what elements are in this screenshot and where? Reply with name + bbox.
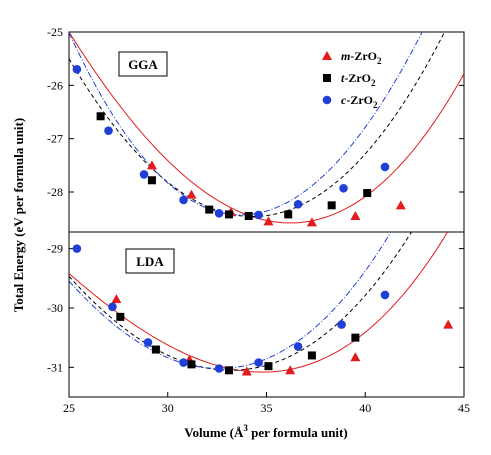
lda-point-circle (108, 302, 117, 312)
gga-point-circle (139, 170, 149, 179)
lda-point-square (351, 333, 360, 342)
gga-point-circle (380, 162, 390, 172)
gga-point-square (224, 210, 233, 219)
gga-point-square (147, 176, 156, 185)
lda-fit-circle (69, 232, 392, 370)
gga-point-circle (293, 199, 303, 209)
gga-point-circle (339, 183, 348, 193)
legend-marker-square (323, 74, 331, 82)
gga-point-triangle (306, 217, 317, 227)
gga-point-square (244, 212, 253, 220)
gga-point-square (284, 210, 293, 219)
lda-point-triangle (350, 352, 361, 362)
lda-point-circle (293, 342, 303, 351)
legend-label-prefix: m (341, 49, 350, 63)
lda-point-circle (143, 338, 153, 347)
gga-y-tick-label: -25 (47, 25, 63, 39)
lda-point-circle (72, 244, 82, 253)
legend-label-prefix: c (341, 93, 347, 107)
legend-marker-triangle (322, 51, 332, 60)
lda-x-tick-label: 45 (458, 401, 470, 415)
lda-x-tick-label: 35 (261, 401, 273, 415)
gga-point-circle (72, 65, 82, 74)
lda-point-square (307, 351, 316, 360)
gga-data-points (72, 65, 406, 227)
gga-y-tick-label: -27 (47, 132, 63, 146)
lda-point-circle (337, 320, 346, 329)
gga-point-triangle (395, 200, 406, 210)
gga-label-text: GGA (128, 57, 158, 72)
gga-point-triangle (146, 160, 157, 170)
lda-point-circle (254, 358, 263, 367)
lda-x-tick-label: 40 (359, 401, 371, 415)
lda-point-triangle (285, 365, 296, 375)
lda-axes: -29 -30 -31 25 30 35 40 45 (47, 242, 470, 415)
gga-fit-circle (69, 32, 423, 216)
legend-label-formula: -ZrO (350, 49, 377, 63)
gga-y-tick-label: -28 (47, 185, 63, 199)
lda-point-circle (214, 364, 224, 373)
x-axis-label: Volume (Å3 per formula unit) (184, 423, 347, 440)
gga-point-square (327, 201, 336, 210)
lda-point-square (264, 362, 273, 371)
lda-y-tick-label: -29 (47, 242, 63, 256)
legend-label-subscript: 2 (377, 56, 382, 66)
gga-fit-square (69, 32, 446, 217)
lda-x-tick-label: 25 (63, 401, 75, 415)
lda-fit-triangle (69, 232, 449, 373)
lda-data-points (72, 244, 454, 376)
lda-point-square (116, 312, 125, 321)
lda-panel-label: LDA (125, 248, 175, 274)
y-axis-label: Total Energy (eV per formula unit) (11, 118, 26, 312)
legend-label-formula: -ZrO (344, 71, 371, 85)
gga-point-triangle (350, 211, 361, 220)
gga-fit-curves (69, 32, 464, 224)
lda-point-triangle (111, 294, 122, 304)
legend-label-subscript: 2 (373, 100, 378, 110)
gga-point-circle (254, 210, 263, 220)
legend-label: t-ZrO2 (341, 71, 376, 88)
lda-x-tick-label: 30 (162, 401, 174, 415)
lda-y-tick-label: -31 (47, 360, 63, 374)
gga-point-square (363, 189, 372, 198)
gga-point-triangle (186, 189, 197, 199)
legend-label-prefix: t (341, 71, 345, 85)
lda-point-circle (380, 290, 390, 300)
lda-point-triangle (443, 319, 454, 329)
gga-y-tick-label: -26 (47, 78, 63, 92)
lda-point-square (151, 345, 160, 354)
lda-point-circle (179, 358, 188, 367)
gga-point-square (205, 205, 214, 214)
lda-point-square (187, 360, 196, 369)
lda-fit-curves (69, 232, 449, 373)
lda-point-triangle (241, 366, 252, 376)
gga-point-square (96, 112, 105, 121)
legend-label: c-ZrO2 (341, 93, 378, 110)
x-axis-label-sup: 3 (243, 423, 248, 433)
legend-label-formula: -ZrO (346, 93, 373, 107)
x-axis-label-main: Volume (Å (184, 425, 244, 440)
gga-panel-label: GGA (118, 51, 168, 77)
legend-label-subscript: 2 (371, 78, 376, 88)
gga-point-triangle (263, 216, 274, 226)
legend-label: m-ZrO2 (341, 49, 382, 66)
x-axis-label-rest: per formula unit) (248, 425, 348, 440)
legend-marker-circle (322, 95, 332, 105)
gga-point-circle (214, 209, 224, 218)
gga-point-circle (104, 126, 113, 135)
gga-y-axis: -25 -26 -27 -28 (47, 25, 464, 199)
lda-y-tick-label: -30 (47, 301, 63, 315)
lda-label-text: LDA (136, 254, 164, 269)
gga-point-circle (179, 195, 188, 205)
lda-point-square (224, 366, 233, 375)
